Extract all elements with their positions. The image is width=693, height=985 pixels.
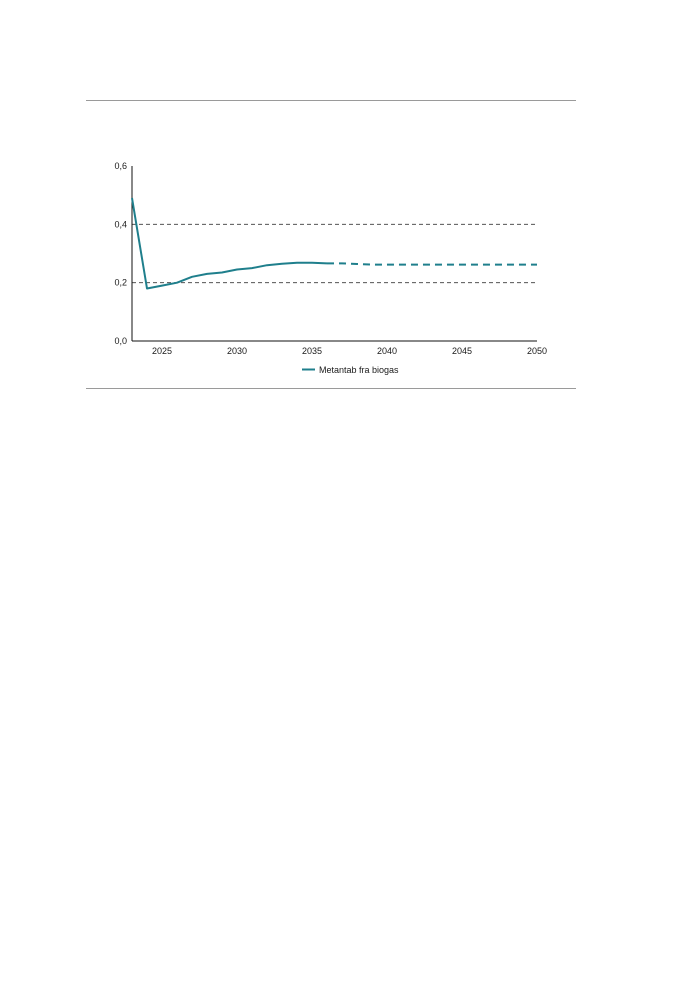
legend-label: Metantab fra biogas — [319, 365, 399, 375]
y-tick-labels: 0,0 0,2 0,4 0,6 — [114, 161, 127, 346]
gridlines — [132, 223, 537, 284]
bottom-divider — [86, 388, 576, 389]
x-tick-label: 2045 — [452, 346, 472, 356]
y-tick-label: 0,6 — [114, 161, 127, 171]
top-divider — [86, 100, 576, 101]
x-tick-label: 2025 — [152, 346, 172, 356]
x-tick-labels: 2025 2030 2035 2040 2045 2050 — [152, 346, 547, 356]
x-tick-label: 2030 — [227, 346, 247, 356]
legend: Metantab fra biogas — [302, 365, 399, 375]
series-line-projection — [327, 262, 537, 266]
series-line-historical — [131, 197, 328, 290]
x-tick-label: 2035 — [302, 346, 322, 356]
y-tick-label: 0,2 — [114, 278, 127, 288]
axes — [131, 166, 537, 342]
x-tick-label: 2040 — [377, 346, 397, 356]
y-tick-label: 0,4 — [114, 219, 127, 229]
series-lines — [131, 197, 537, 290]
x-tick-label: 2050 — [527, 346, 547, 356]
y-tick-label: 0,0 — [114, 336, 127, 346]
